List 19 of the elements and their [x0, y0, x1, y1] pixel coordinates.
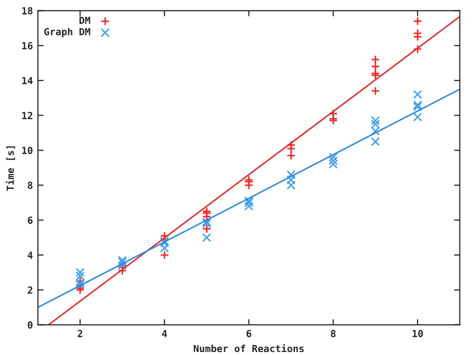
legend-label: DM — [80, 16, 90, 24]
y-tick-label: 2 — [28, 286, 32, 294]
y-tick-label: 6 — [28, 216, 33, 224]
y-tick-label: 14 — [22, 77, 33, 84]
x-tick-label: 10 — [412, 330, 423, 338]
y-tick-label: 10 — [22, 146, 32, 154]
y-tick-label: 12 — [22, 112, 32, 120]
x-tick-label: 4 — [162, 330, 167, 338]
x-tick-label: 8 — [330, 330, 336, 338]
x-tick-label: 6 — [246, 330, 252, 338]
y-tick-label: 0 — [28, 321, 32, 329]
y-tick-label: 16 — [22, 42, 33, 50]
y-tick-label: 8 — [28, 182, 32, 190]
y-tick-label: 18 — [22, 7, 32, 14]
y-tick-label: 4 — [28, 252, 33, 259]
x-tick-label: 2 — [78, 330, 82, 338]
y-axis-title: Time [s] — [6, 146, 16, 191]
x-axis-title: Number of Reactions — [194, 344, 304, 352]
legend-label: Graph DM — [44, 28, 90, 38]
